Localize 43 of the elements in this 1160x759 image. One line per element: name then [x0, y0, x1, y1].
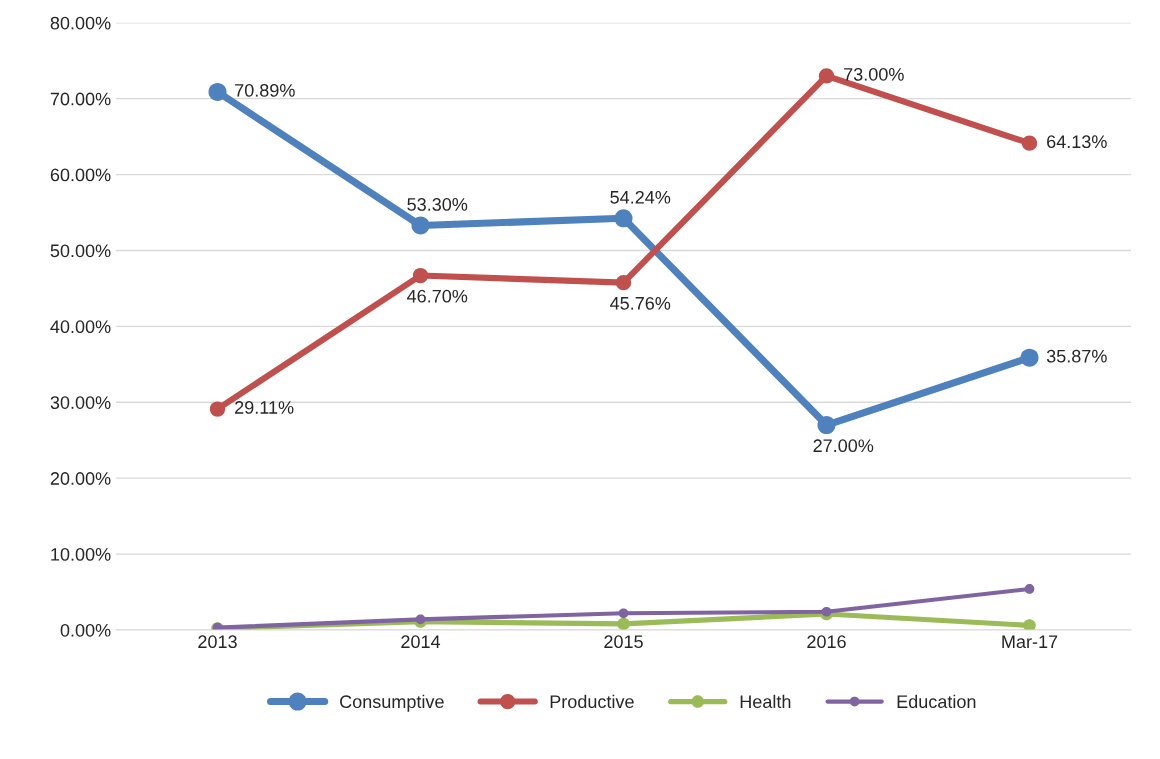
point: [1021, 135, 1038, 151]
point: [617, 617, 630, 630]
y-tick-label: 60.00%: [50, 168, 111, 182]
point: [411, 216, 430, 235]
data-label: 53.30%: [407, 198, 468, 211]
y-tick-label: 0.00%: [60, 623, 111, 637]
data-label: 73.00%: [844, 67, 904, 81]
point: [209, 401, 226, 417]
point: [1020, 348, 1039, 367]
data-label: 46.70%: [407, 289, 468, 303]
point: [817, 416, 836, 435]
x-tick-label: 2016: [807, 635, 846, 649]
point: [818, 68, 835, 84]
y-tick-label: 50.00%: [50, 244, 111, 258]
point: [614, 209, 633, 228]
legend-label: Education: [897, 694, 976, 709]
data-label: 29.11%: [235, 401, 294, 414]
data-label: 64.13%: [1047, 135, 1107, 149]
legend-label: Health: [740, 694, 791, 709]
legend-label: Productive: [550, 694, 634, 709]
point: [1024, 584, 1035, 594]
x-tick-label: 2015: [604, 635, 643, 649]
point: [1023, 619, 1036, 630]
data-label: 27.00%: [813, 439, 874, 453]
data-label: 35.87%: [1046, 349, 1107, 363]
y-tick-label: 70.00%: [50, 92, 111, 106]
y-tick-label: 30.00%: [50, 396, 111, 409]
point: [208, 82, 227, 101]
data-label: 54.24%: [610, 190, 671, 204]
data-label: 45.76%: [610, 296, 671, 310]
data-label: 70.89%: [235, 83, 295, 97]
x-tick-label: 2013: [198, 635, 237, 649]
point: [821, 606, 832, 617]
x-tick-label: Mar-17: [1002, 635, 1058, 649]
point: [618, 608, 629, 619]
y-tick-label: 20.00%: [50, 472, 111, 485]
y-tick-label: 10.00%: [51, 548, 111, 561]
y-tick-label: 40.00%: [50, 320, 111, 334]
legend-label: Consumptive: [340, 694, 444, 712]
point: [412, 267, 429, 284]
x-tick-label: 2014: [401, 635, 441, 649]
y-tick-label: 80.00%: [50, 16, 111, 30]
point: [615, 275, 632, 291]
